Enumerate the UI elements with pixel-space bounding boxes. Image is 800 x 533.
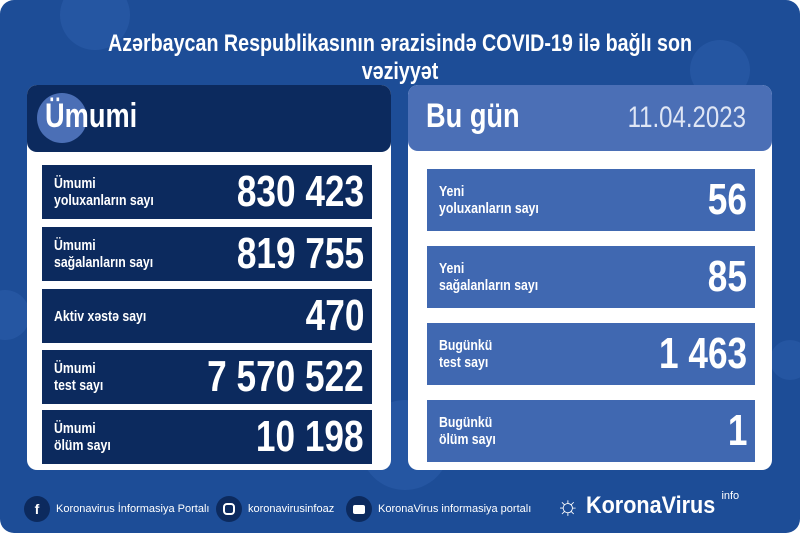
facebook-icon: f xyxy=(24,496,50,522)
instagram-label: koronavirusinfoaz xyxy=(248,503,335,515)
stat-row: Ümumi yoluxanların sayı 830 423 xyxy=(42,165,372,219)
stat-row: Aktiv xəstə sayı 470 xyxy=(42,289,372,343)
facebook-link[interactable]: f Koronavirus İnformasiya Portalı xyxy=(24,496,209,522)
total-header: Ümumi xyxy=(27,85,391,152)
youtube-icon xyxy=(346,496,372,522)
stat-value: 1 463 xyxy=(658,329,747,378)
total-heading: Ümumi xyxy=(45,97,138,135)
stat-row: Yeni sağalanların sayı 85 xyxy=(427,246,755,308)
stat-label: Ümumi test sayı xyxy=(54,360,104,394)
stat-label: Ümumi sağalanların sayı xyxy=(54,237,154,271)
stat-row: Ümumi ölüm sayı 10 198 xyxy=(42,410,372,464)
stat-label: Bugünkü ölüm sayı xyxy=(439,414,496,448)
stat-label: Bugünkü test sayı xyxy=(439,337,493,371)
virus-decoration-icon xyxy=(0,290,30,340)
stat-value: 1 xyxy=(727,406,747,455)
page-title: Azərbaycan Respublikasının ərazisində CO… xyxy=(0,30,800,86)
stat-value: 470 xyxy=(305,291,364,340)
date: 11.04.2023 xyxy=(627,101,746,134)
instagram-icon xyxy=(216,496,242,522)
youtube-link[interactable]: KoronaVirus informasiya portalı xyxy=(346,496,531,522)
today-heading: Bu gün xyxy=(426,97,520,135)
virus-icon xyxy=(37,93,87,143)
facebook-label: Koronavirus İnformasiya Portalı xyxy=(56,503,210,515)
stat-label: Ümumi ölüm sayı xyxy=(54,420,111,454)
stat-row: Bugünkü ölüm sayı 1 xyxy=(427,400,755,462)
stat-value: 10 198 xyxy=(256,412,364,461)
stat-value: 56 xyxy=(707,175,747,224)
instagram-link[interactable]: koronavirusinfoaz xyxy=(216,496,334,522)
virus-decoration-icon xyxy=(770,340,800,380)
stat-row: Ümumi sağalanların sayı 819 755 xyxy=(42,227,372,281)
logo-sup: info xyxy=(721,490,740,502)
stat-value: 819 755 xyxy=(236,229,364,278)
stat-value: 85 xyxy=(707,252,747,301)
koronavirus-logo: ☼ KoronaVirus info xyxy=(556,490,739,521)
logo-text: KoronaVirus xyxy=(585,491,716,519)
stat-label: Yeni sağalanların sayı xyxy=(439,260,539,294)
stat-row: Ümumi test sayı 7 570 522 xyxy=(42,350,372,404)
stat-label: Yeni yoluxanların sayı xyxy=(439,183,539,217)
sun-virus-icon: ☼ xyxy=(556,490,580,520)
today-header: Bu gün 11.04.2023 xyxy=(408,85,772,151)
page-title-text: Azərbaycan Respublikasının ərazisində CO… xyxy=(107,30,693,85)
stat-row: Yeni yoluxanların sayı 56 xyxy=(427,169,755,231)
stat-label: Aktiv xəstə sayı xyxy=(54,307,147,325)
stat-row: Bugünkü test sayı 1 463 xyxy=(427,323,755,385)
stat-value: 7 570 522 xyxy=(207,352,364,401)
youtube-label: KoronaVirus informasiya portalı xyxy=(378,503,532,515)
stat-label: Ümumi yoluxanların sayı xyxy=(54,175,154,209)
stat-value: 830 423 xyxy=(236,167,364,216)
